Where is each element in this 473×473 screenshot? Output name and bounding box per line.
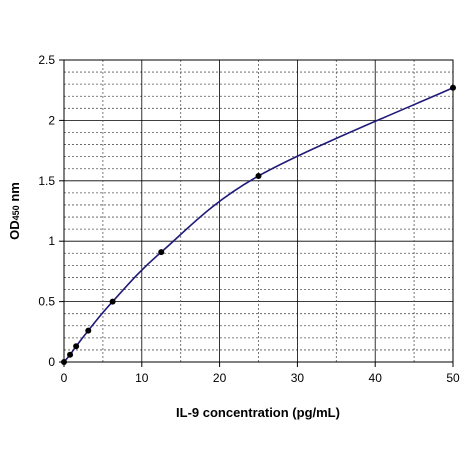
x-tick-label: 40 <box>369 371 383 385</box>
y-axis-title-main: OD <box>7 220 22 240</box>
y-tick-label: 2 <box>48 113 55 127</box>
tick-labels: 0 0.5 1 1.5 2 2.5 0 10 20 30 40 50 <box>38 53 460 385</box>
data-point <box>85 327 92 334</box>
y-tick-label: 1.5 <box>38 174 55 188</box>
x-tick-label: 10 <box>135 371 149 385</box>
y-tick-label: 0.5 <box>38 295 55 309</box>
axes <box>59 59 454 367</box>
x-tick-label: 20 <box>213 371 227 385</box>
data-point <box>61 359 67 365</box>
x-tick-label: 30 <box>291 371 305 385</box>
data-point <box>73 343 80 350</box>
data-point <box>109 298 116 305</box>
x-tick-label: 50 <box>446 371 460 385</box>
y-axis-title-subscript: 450 <box>11 205 21 220</box>
y-tick-label: 0 <box>48 355 55 369</box>
grid <box>64 60 453 362</box>
data-point <box>67 351 74 358</box>
data-point <box>158 249 165 256</box>
x-axis-title: IL-9 concentration (pg/mL) <box>176 405 340 420</box>
data-point <box>255 172 262 179</box>
y-tick-label: 2.5 <box>38 53 55 67</box>
x-tick-label: 0 <box>61 371 68 385</box>
y-axis-title: OD450 nm <box>7 182 22 240</box>
y-tick-label: 1 <box>48 234 55 248</box>
data-series <box>61 84 456 365</box>
y-axis-title-unit: nm <box>7 182 22 205</box>
data-point <box>450 84 456 91</box>
